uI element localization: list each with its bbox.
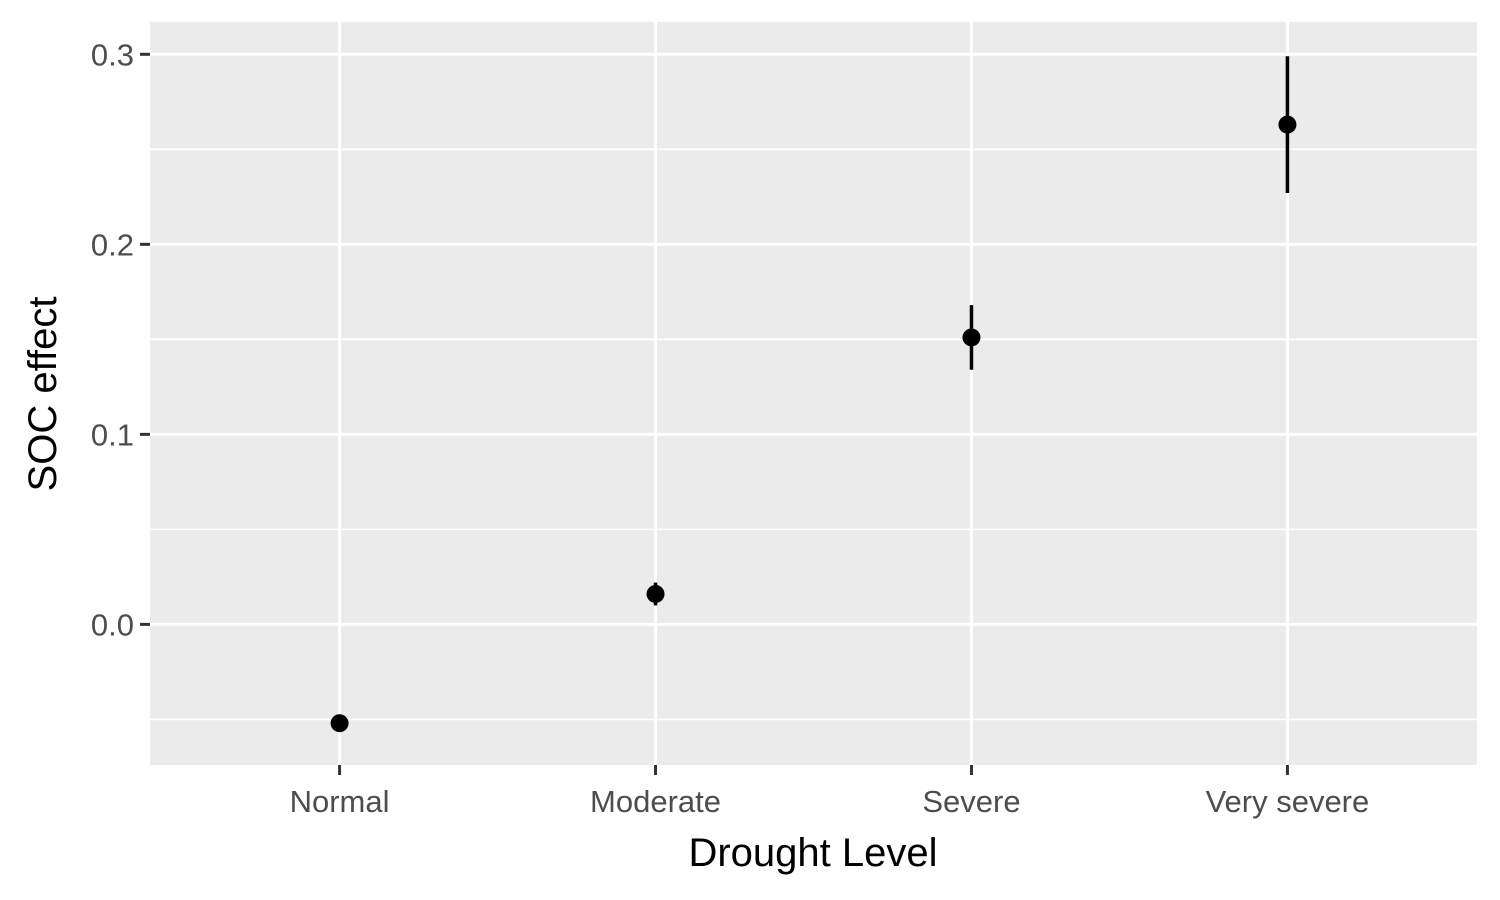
y-tick-label: 0.1	[91, 417, 134, 452]
x-tick-label: Very severe	[1206, 784, 1370, 819]
x-tick-label: Normal	[290, 784, 390, 819]
y-tick-label: 0.0	[91, 607, 134, 642]
plot-panel	[150, 22, 1477, 765]
data-point	[330, 714, 349, 733]
y-tick-label: 0.3	[91, 37, 134, 72]
grid-minor	[150, 148, 1477, 721]
y-axis-title: SOC effect	[21, 297, 65, 492]
axis-ticks	[140, 52, 1289, 775]
data-point	[1278, 115, 1297, 134]
data-point	[962, 328, 981, 347]
x-axis-title: Drought Level	[688, 831, 937, 875]
data-marks	[330, 56, 1297, 733]
x-tick-label: Severe	[922, 784, 1020, 819]
x-tick-label: Moderate	[590, 784, 721, 819]
y-tick-label: 0.2	[91, 227, 134, 262]
tick-labels: 0.0 0.1 0.2 0.3 Normal Moderate Severe Very sev…	[91, 37, 1369, 819]
data-point	[646, 584, 665, 603]
